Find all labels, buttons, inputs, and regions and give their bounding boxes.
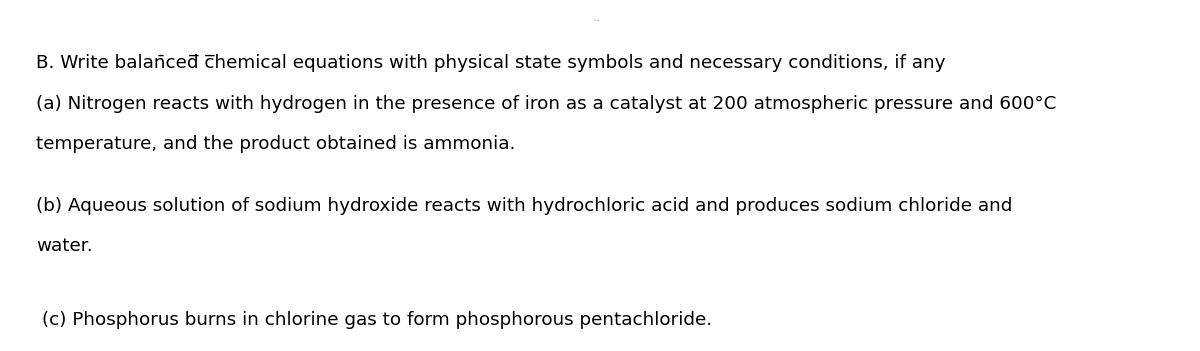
Text: (b) Aqueous solution of sodium hydroxide reacts with hydrochloric acid and produ: (b) Aqueous solution of sodium hydroxide… (36, 197, 1013, 214)
Text: water.: water. (36, 237, 92, 255)
Text: (a) Nitrogen reacts with hydrogen in the presence of iron as a catalyst at 200 a: (a) Nitrogen reacts with hydrogen in the… (36, 95, 1056, 113)
Text: B. Write balan̄ced̅ c̅hemical equations with physical state symbols and necessar: B. Write balan̄ced̅ c̅hemical equations … (36, 54, 946, 72)
Text: ..: .. (593, 11, 600, 24)
Text: (c) Phosphorus burns in chlorine gas to form phosphorous pentachloride.: (c) Phosphorus burns in chlorine gas to … (36, 311, 712, 329)
Text: temperature, and the product obtained is ammonia.: temperature, and the product obtained is… (36, 135, 515, 153)
